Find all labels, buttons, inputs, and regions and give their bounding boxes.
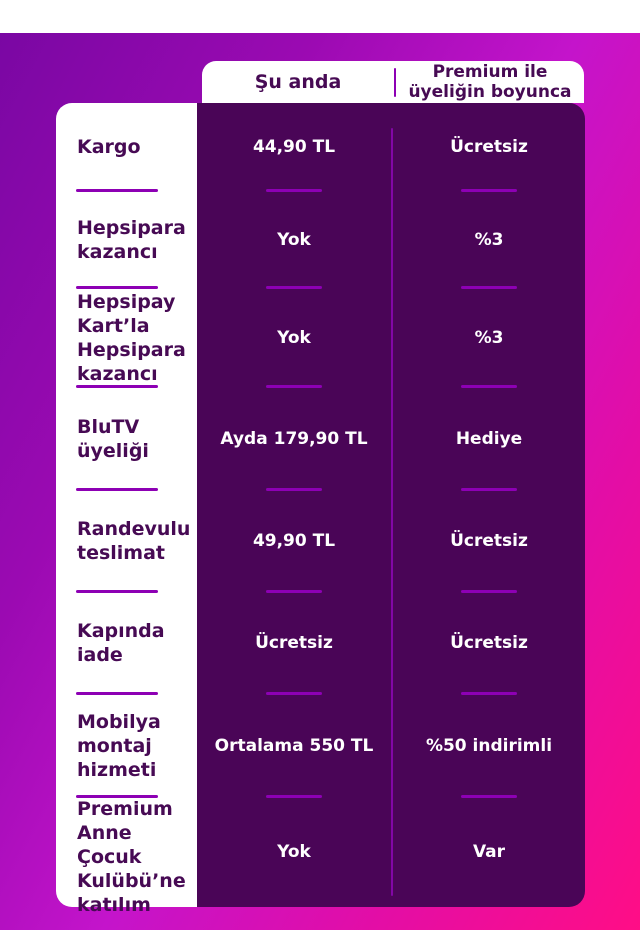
row-divider (266, 692, 322, 695)
value-premium: Ücretsiz (393, 490, 585, 593)
row-divider (461, 692, 517, 695)
row-divider (461, 385, 517, 388)
row-divider (461, 590, 517, 593)
value-text: Yok (277, 842, 311, 862)
column-current: 44,90 TL Yok Yok Ayda 179,90 TL 49,90 TL… (197, 103, 391, 907)
value-text: %3 (474, 229, 504, 250)
value-current: Ortalama 550 TL (197, 694, 391, 798)
column-premium: Ücretsiz %3 %3 Hediye Ücretsiz Ücretsiz … (393, 103, 585, 907)
label-text: Premium Anne Çocuk Kulübü’ne katılım (77, 798, 186, 916)
value-current: Yok (197, 191, 391, 289)
value-premium: Hediye (393, 387, 585, 491)
header-divider (394, 68, 396, 97)
value-premium: %50 indirimli (393, 694, 585, 798)
value-text: 44,90 TL (252, 137, 336, 157)
row-divider (76, 795, 158, 798)
value-text: Ücretsiz (255, 633, 333, 653)
row-divider (266, 286, 322, 289)
header-current: Şu anda (254, 71, 342, 93)
value-premium: Var (393, 797, 585, 907)
value-text: Ücretsiz (450, 531, 528, 551)
feature-label-randevulu: Randevulu teslimat (56, 490, 197, 593)
row-divider (76, 692, 158, 695)
value-text: %50 indirimli (425, 735, 553, 756)
row-divider (461, 189, 517, 192)
label-text: BluTV üyeliği (77, 415, 149, 462)
value-text: Ücretsiz (450, 633, 528, 653)
row-divider (266, 795, 322, 798)
feature-label-hepsipara: Hepsipara kazancı (56, 191, 197, 289)
row-divider (76, 286, 158, 289)
row-divider (461, 488, 517, 491)
header-premium: Premium ile üyeliğin boyunca (408, 62, 572, 102)
value-current: 49,90 TL (197, 490, 391, 593)
label-text: Hepsipara kazancı (77, 216, 186, 263)
values-panel: 44,90 TL Yok Yok Ayda 179,90 TL 49,90 TL… (197, 103, 585, 907)
feature-labels-panel: Kargo Hepsipara kazancı Hepsipay Kart’la… (56, 103, 197, 916)
row-divider (266, 189, 322, 192)
value-current: Yok (197, 288, 391, 388)
row-divider (266, 488, 322, 491)
value-premium: Ücretsiz (393, 103, 585, 192)
value-text: Ortalama 550 TL (214, 735, 374, 756)
row-divider (76, 385, 158, 388)
label-text: Randevulu teslimat (77, 518, 191, 564)
value-premium: %3 (393, 191, 585, 289)
value-text: Ücretsiz (450, 137, 528, 157)
row-divider (76, 488, 158, 491)
column-divider (391, 128, 393, 896)
value-text: Yok (277, 327, 311, 348)
value-text: %3 (474, 327, 504, 348)
value-premium: Ücretsiz (393, 592, 585, 695)
row-divider (76, 590, 158, 593)
value-text: Ayda 179,90 TL (220, 428, 368, 449)
value-text: 49,90 TL (252, 531, 336, 551)
value-text: Yok (277, 229, 311, 250)
value-text: Var (472, 842, 506, 862)
feature-label-kapinda: Kapında iade (56, 592, 197, 695)
table-header: Şu anda Premium ile üyeliğin boyunca (202, 61, 584, 103)
value-current: Ücretsiz (197, 592, 391, 695)
label-text: Kapında iade (77, 620, 165, 666)
feature-label-anne-cocuk: Premium Anne Çocuk Kulübü’ne katılım (56, 797, 197, 917)
feature-label-mobilya: Mobilya montaj hizmeti (56, 694, 197, 798)
value-current: Yok (197, 797, 391, 907)
value-current: 44,90 TL (197, 103, 391, 192)
value-text: Hediye (455, 428, 523, 449)
feature-label-blutv: BluTV üyeliği (56, 387, 197, 491)
feature-label-hepsipay: Hepsipay Kart’la Hepsipara kazancı (56, 288, 197, 388)
feature-label-kargo: Kargo (56, 103, 197, 192)
row-divider (461, 795, 517, 798)
row-divider (76, 189, 158, 192)
label-text: Kargo (77, 136, 141, 158)
label-text: Hepsipay Kart’la Hepsipara kazancı (77, 290, 186, 385)
row-divider (266, 385, 322, 388)
row-divider (266, 590, 322, 593)
value-current: Ayda 179,90 TL (197, 387, 391, 491)
value-premium: %3 (393, 288, 585, 388)
label-text: Mobilya montaj hizmeti (77, 710, 161, 781)
row-divider (461, 286, 517, 289)
